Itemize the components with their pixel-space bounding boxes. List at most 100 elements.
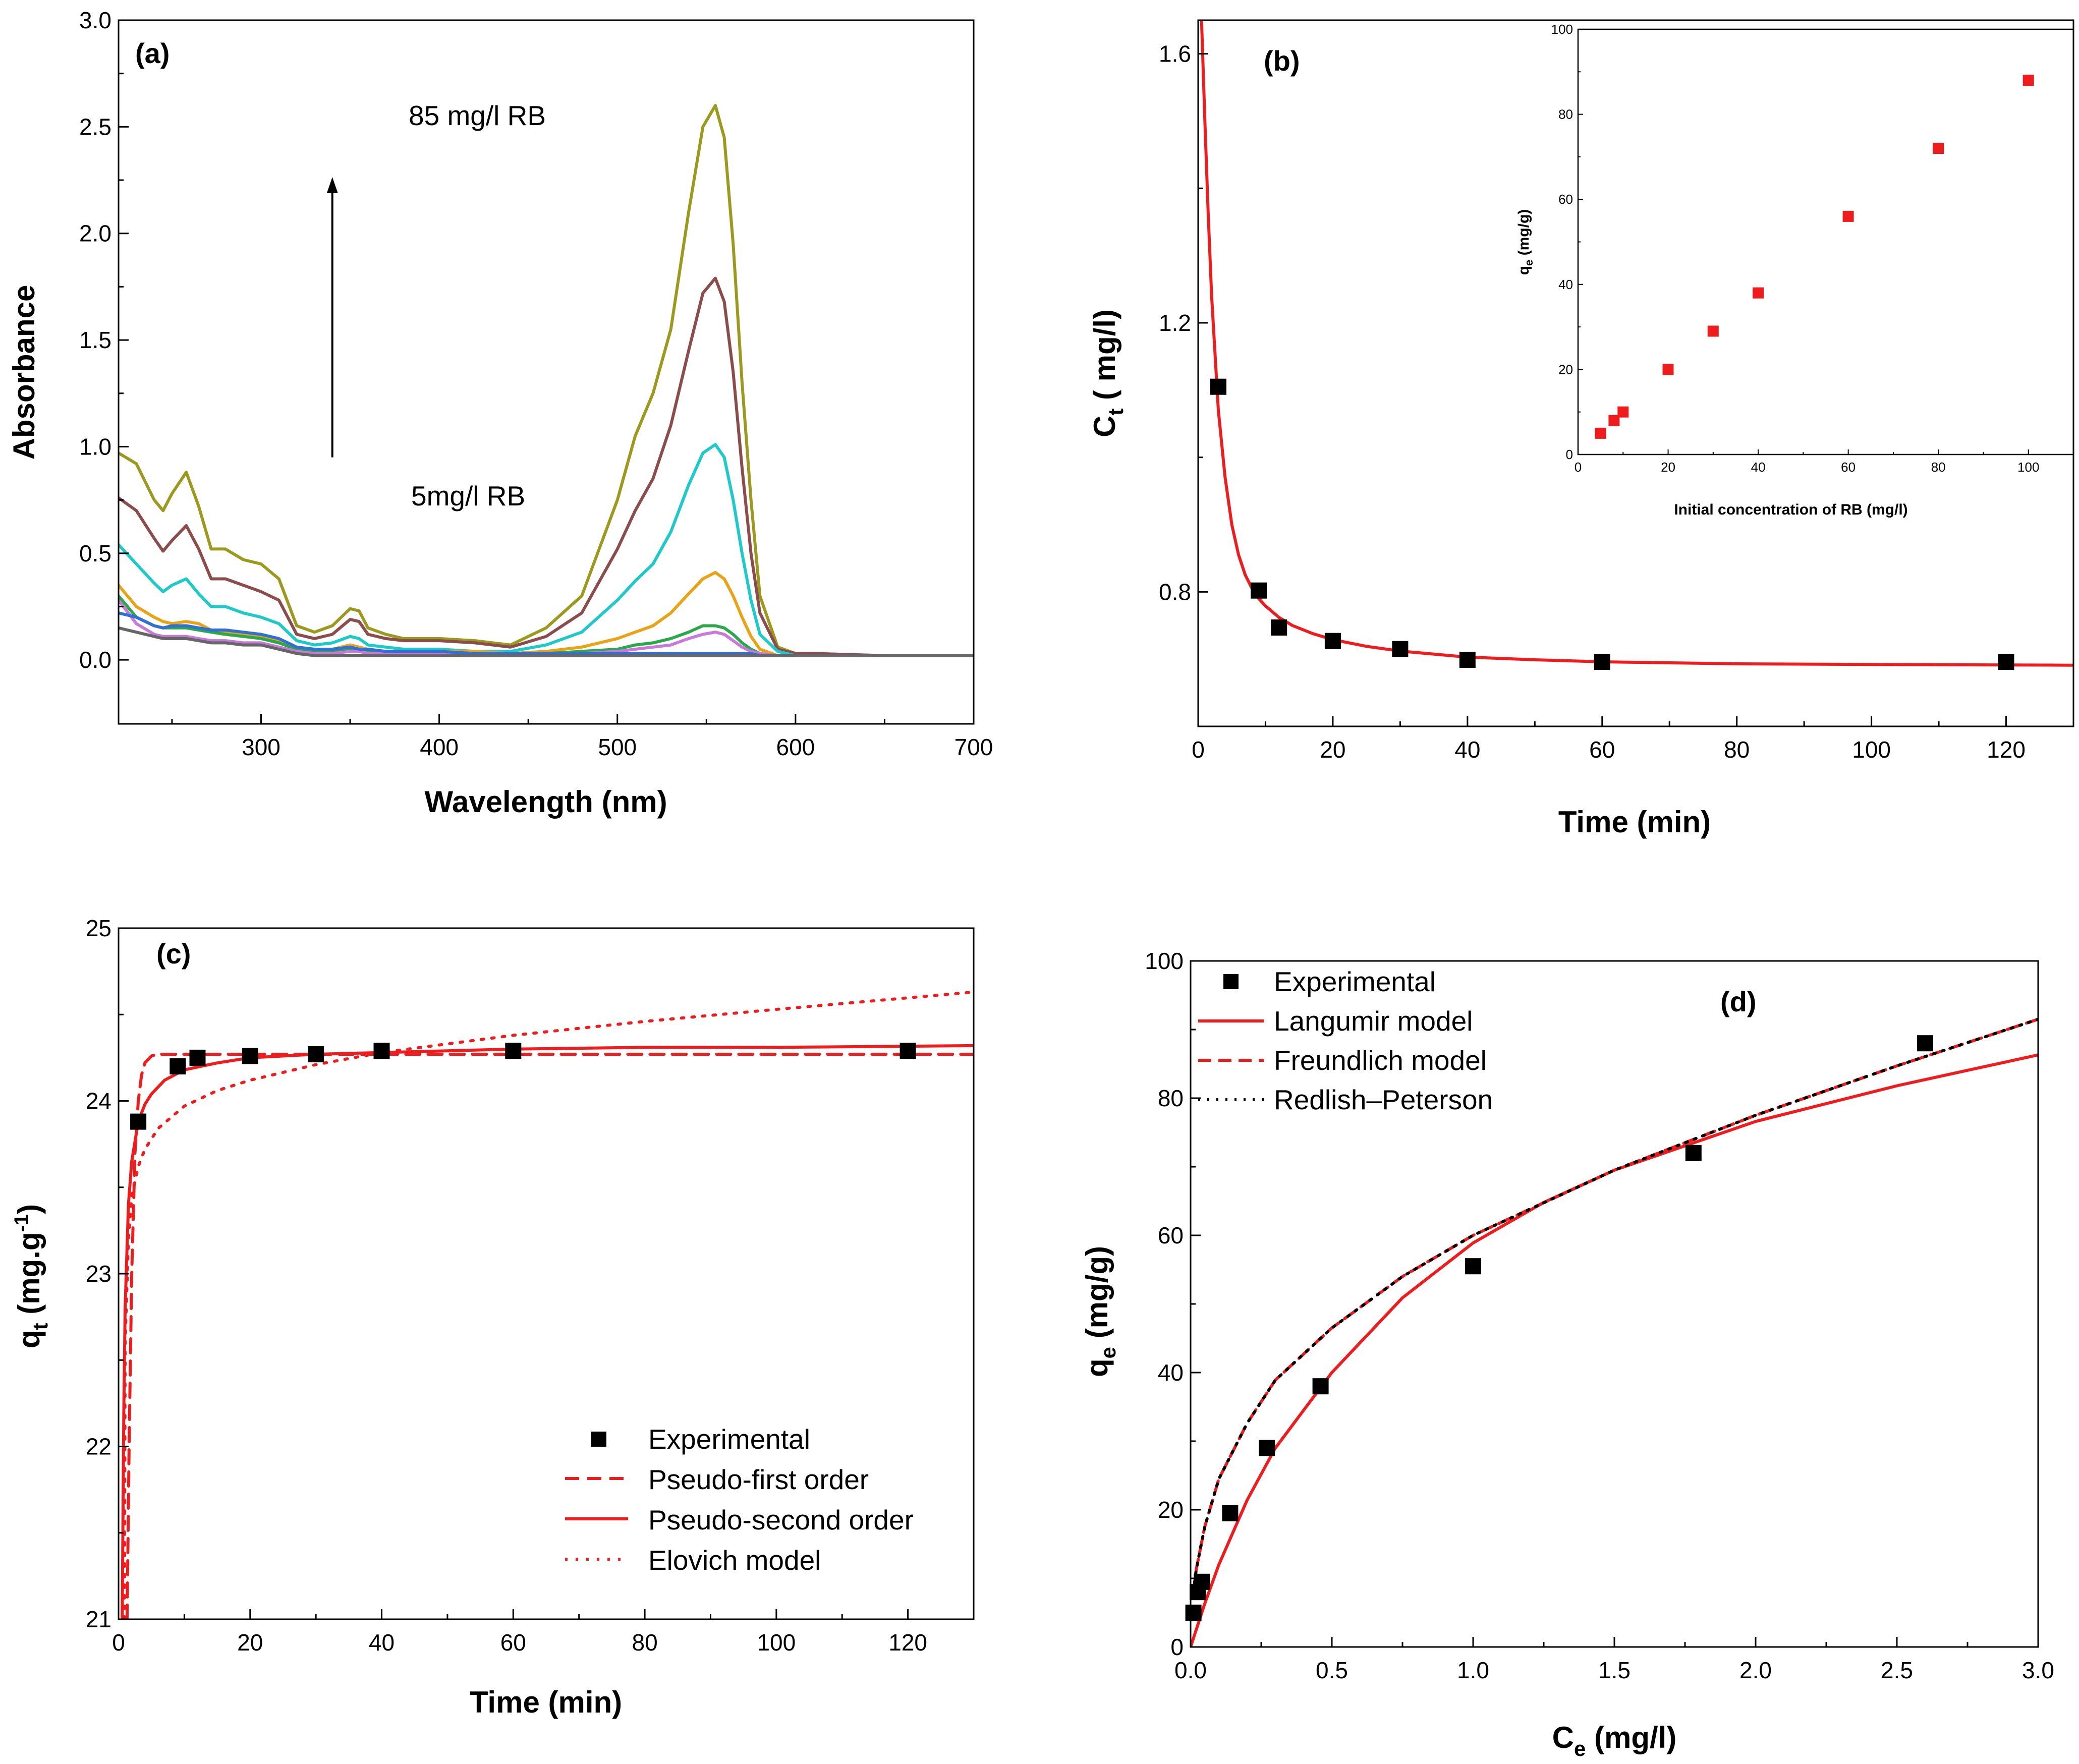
data-point <box>1222 1505 1239 1521</box>
legend-c: Experimental Pseudo-first order Pseudo-s… <box>565 1424 914 1576</box>
inset-data-point <box>1608 415 1620 426</box>
inset-y-title-main: q <box>1515 266 1532 275</box>
y-tick-label: 21 <box>86 1606 111 1632</box>
inset-data-point <box>1595 427 1606 439</box>
data-point <box>1312 1378 1329 1395</box>
y-tick-label: 0.0 <box>79 647 111 673</box>
panel-c: 0 20 40 60 80 100 120 21 22 23 24 25 (c) Time (min… <box>11 915 975 1719</box>
data-point <box>1917 1035 1933 1052</box>
y-ticks-a: 0.0 0.5 1.0 1.5 2.0 2.5 3.0 <box>79 7 129 673</box>
legend-marker-experimental <box>591 1432 606 1447</box>
x-axis-title-a: Wavelength (nm) <box>424 785 667 819</box>
data-point <box>189 1049 206 1066</box>
y-title-rest-d: (mg/g) <box>1080 1246 1114 1347</box>
y-axis-title-a: Absorbance <box>7 285 41 460</box>
y-tick-label: 2.5 <box>79 113 111 140</box>
y-tick-label: 60 <box>1158 1222 1184 1248</box>
x-tick-label: 100 <box>1852 736 1891 763</box>
plot-area-b <box>1200 20 2073 670</box>
inset-y-title-sub: e <box>1523 260 1535 266</box>
y-title-rest-b: ( mg/l) <box>1088 309 1121 409</box>
y-tick-label: 1.0 <box>79 433 111 460</box>
plot-area-c <box>121 990 974 1619</box>
x-title-sub-d: e <box>1574 1737 1586 1760</box>
x-tick-label: 80 <box>1724 736 1750 763</box>
spectrum-line <box>119 276 974 657</box>
model-curve <box>123 990 974 1619</box>
x-tick-label: 20 <box>237 1629 263 1656</box>
y-tick-label: 20 <box>1158 1497 1184 1523</box>
y-tick-label: 40 <box>1158 1359 1184 1386</box>
spectrum-line <box>119 626 974 657</box>
x-tick-label: 120 <box>888 1629 927 1656</box>
x-tick-label: 600 <box>776 734 815 760</box>
y-tick-label: 0.5 <box>79 540 111 566</box>
y-tick-label: 100 <box>1145 948 1184 974</box>
legend-label: Experimental <box>1274 966 1436 997</box>
y-title-main-d: q <box>1080 1358 1114 1377</box>
y-tick-label: 1.2 <box>1159 310 1191 336</box>
fit-curve <box>1200 20 2073 667</box>
x-tick-label: 3.0 <box>2022 1657 2054 1683</box>
x-title-main-d: C <box>1552 1721 1574 1754</box>
x-tick-label: 60 <box>500 1629 526 1656</box>
axes-frame-b <box>1197 19 2074 727</box>
x-axis-title-c: Time (min) <box>470 1685 622 1719</box>
inset-y-title: qe (mg/g) <box>1515 209 1535 275</box>
x-ticks-b: 0 20 40 60 80 100 120 <box>1192 716 2026 763</box>
y-tick-label: 0 <box>1170 1634 1184 1660</box>
x-tick-label: 40 <box>369 1629 395 1656</box>
x-tick-label: 0 <box>1575 460 1582 475</box>
legend-d: Experimental Langumir model Freundlich m… <box>1198 966 1493 1115</box>
y-title-sub-c: t <box>28 1323 52 1330</box>
inset-data-point <box>1662 364 1674 375</box>
legend-label: Elovich model <box>648 1545 821 1576</box>
model-curve <box>121 1044 974 1619</box>
spectrum-line <box>119 594 974 657</box>
x-tick-label: 1.5 <box>1598 1657 1631 1683</box>
isotherm-curve <box>1191 1053 2038 1647</box>
x-tick-label: 60 <box>1589 736 1615 763</box>
x-tick-label: 80 <box>632 1629 657 1656</box>
data-point <box>1465 1258 1481 1275</box>
x-ticks-a: 300 400 500 600 700 <box>171 714 993 760</box>
y-tick-label: 1.6 <box>1159 41 1191 67</box>
legend-label: Experimental <box>648 1424 810 1455</box>
y-ticks-b: 0.8 1.2 1.6 <box>1159 41 1208 605</box>
inset-data-point <box>1842 210 1854 222</box>
legend-label: Pseudo-second order <box>648 1504 914 1535</box>
y-tick-label: 20 <box>1558 362 1573 377</box>
x-ticks-d: 0.0 0.5 1.0 1.5 2.0 2.5 3.0 <box>1174 1637 2054 1683</box>
panel-label-c: (c) <box>156 938 191 970</box>
x-tick-label: 120 <box>1987 736 2026 763</box>
x-tick-label: 700 <box>954 734 993 760</box>
y-tick-label: 40 <box>1558 277 1573 292</box>
annotation-85mg: 85 mg/l RB <box>409 100 546 131</box>
inset-x-title: Initial concentration of RB (mg/l) <box>1674 501 1907 518</box>
x-tick-label: 80 <box>1931 460 1946 475</box>
y-tick-label: 3.0 <box>79 7 111 33</box>
panel-label-b: (b) <box>1264 45 1300 77</box>
y-tick-label: 80 <box>1158 1085 1184 1111</box>
y-title-rest-c: (mg.g <box>12 1232 46 1323</box>
inset-data-point <box>1753 287 1764 299</box>
inset-x-ticks: 0 20 40 60 80 100 <box>1575 449 2039 475</box>
annotation-5mg: 5mg/l RB <box>411 480 525 511</box>
y-tick-label: 22 <box>86 1434 111 1460</box>
x-tick-label: 400 <box>420 734 459 760</box>
plot-area-d <box>1185 1017 2038 1647</box>
data-point <box>1392 641 1409 657</box>
data-point <box>130 1113 147 1130</box>
y-ticks-d: 0 20 40 60 80 100 <box>1145 948 1201 1660</box>
spectrum-line <box>119 104 974 657</box>
inset-data-point <box>2022 75 2034 86</box>
legend-label: Redlish–Peterson <box>1274 1084 1493 1115</box>
plot-area-a <box>119 104 974 657</box>
legend-marker-experimental <box>1223 974 1239 989</box>
panel-label-a: (a) <box>135 37 170 69</box>
panel-b: 0 20 40 60 80 100 120 0.8 1.2 1.6 (b) Time (min)… <box>1088 19 2074 839</box>
data-point <box>1271 619 1287 636</box>
y-axis-title-b: Ct ( mg/l) <box>1088 309 1128 437</box>
legend-label: Pseudo-first order <box>648 1464 869 1495</box>
